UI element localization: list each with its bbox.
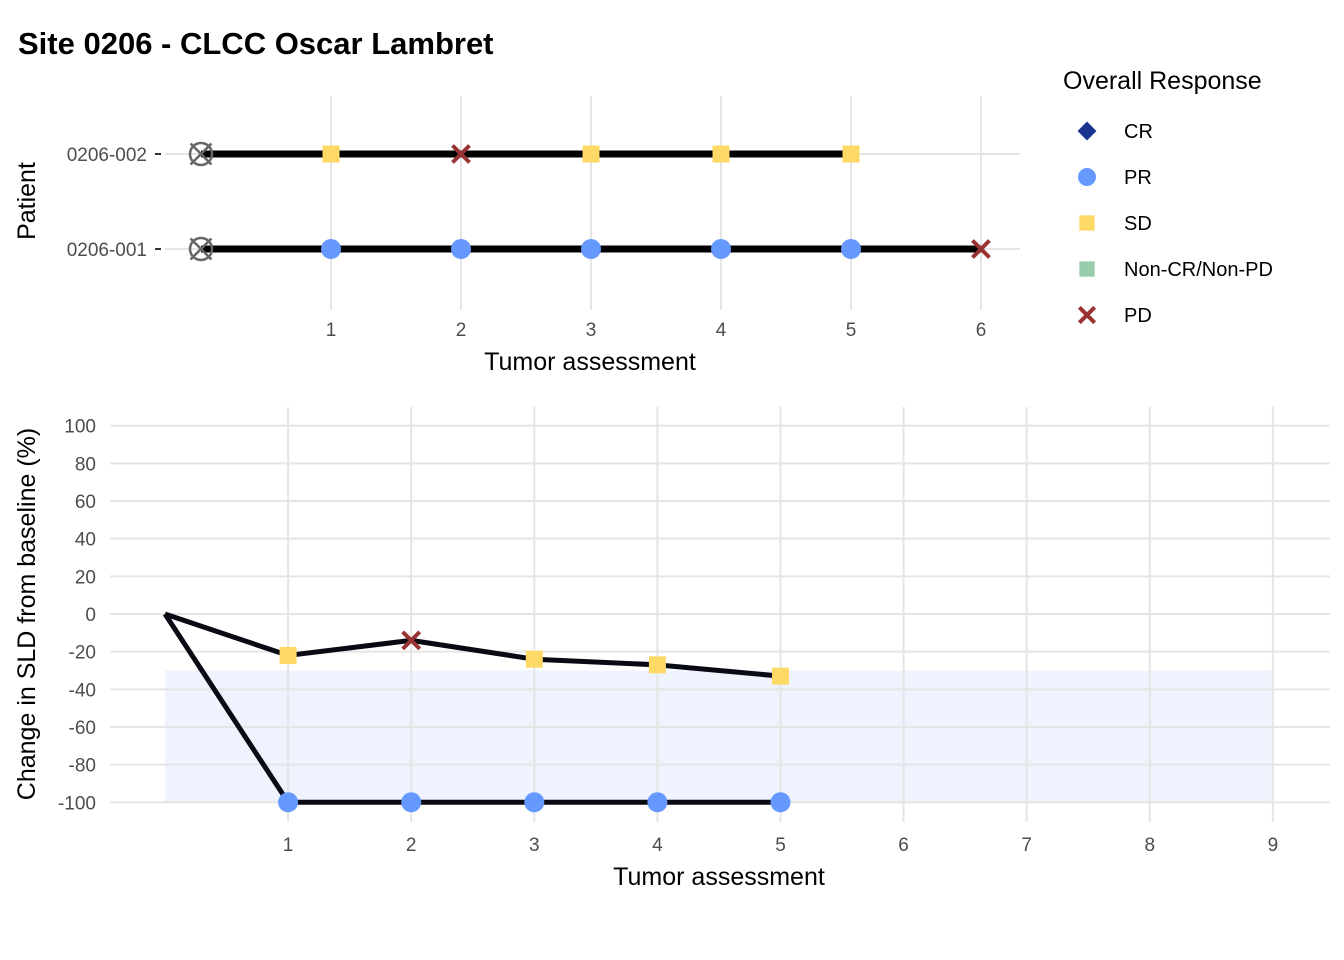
sld-x-tick-label: 9 <box>1268 835 1279 856</box>
sld-y-tick-label: -60 <box>69 718 96 739</box>
swimmer-x-tick-label: 4 <box>716 320 727 341</box>
sld-series-line <box>162 612 781 805</box>
baseline-marker <box>188 236 214 262</box>
sld-point <box>524 792 545 813</box>
swimmer-markers <box>188 141 991 262</box>
swimmer-x-tick-label: 1 <box>326 320 337 341</box>
swimmer-x-tick-label: 5 <box>846 320 857 341</box>
sld-y-tick-label: 60 <box>75 492 96 513</box>
swimmer-point <box>971 239 991 259</box>
sld-x-tick-label: 1 <box>283 835 294 856</box>
swimmer-gridlines <box>165 96 1020 310</box>
sld-x-tick-label: 8 <box>1145 835 1156 856</box>
sld-point <box>401 630 422 651</box>
sld-y-tick-label: 40 <box>75 530 96 551</box>
legend-items: CR PR SD Non-CR/Non-PD PD <box>1077 121 1273 327</box>
sld-point <box>401 792 422 813</box>
sld-point <box>772 667 789 685</box>
legend: Overall Response CR PR SD Non-CR/Non-PD PD <box>1063 67 1273 327</box>
chart-title: Site 0206 - CLCC Oscar Lambret <box>18 26 494 61</box>
sld-markers <box>278 630 791 813</box>
swimmer-x-ticks: 1 2 3 4 5 6 <box>326 320 987 341</box>
sld-point <box>279 646 297 664</box>
legend-key <box>1078 168 1096 186</box>
sld-x-axis-title: Tumor assessment <box>613 863 825 891</box>
swimmer-x-tick-label: 2 <box>456 320 467 341</box>
sld-y-tick-label: 100 <box>64 417 96 438</box>
response-band-rect <box>165 670 1273 803</box>
sld-y-axis-title: Change in SLD from baseline (%) <box>13 428 41 800</box>
sld-y-ticks: 100 80 60 40 20 0 -20 -40 -60 -80 -100 <box>58 417 96 815</box>
sld-x-tick-label: 7 <box>1021 835 1032 856</box>
sld-point <box>648 656 666 674</box>
sld-y-tick-label: 20 <box>75 567 96 588</box>
sld-lines <box>162 611 781 805</box>
swimmer-x-tick-label: 3 <box>586 320 597 341</box>
swimmer-panel: 0206-002 0206-001 1 2 3 4 5 6 Tumor assessment… <box>13 96 1020 376</box>
swimmer-point <box>321 239 341 259</box>
sld-series-line <box>164 611 781 679</box>
legend-label: CR <box>1124 121 1153 143</box>
sld-point <box>525 650 543 668</box>
sld-y-tick-label: -100 <box>58 793 96 814</box>
sld-x-tick-label: 5 <box>775 835 786 856</box>
legend-key <box>1079 215 1095 231</box>
legend-key <box>1079 261 1095 277</box>
swimmer-point <box>451 144 471 164</box>
swimmer-x-tick-label: 6 <box>976 320 987 341</box>
swimmer-y-axis-title: Patient <box>13 162 41 240</box>
sld-y-tick-label: -80 <box>69 756 96 777</box>
sld-x-tick-label: 6 <box>898 835 909 856</box>
swimmer-y-ticks: 0206-002 0206-001 <box>67 145 161 261</box>
swimmer-y-tick-label: 0206-002 <box>67 145 147 166</box>
swimmer-point <box>712 145 730 163</box>
sld-y-tick-label: 80 <box>75 454 96 475</box>
legend-title: Overall Response <box>1063 67 1262 95</box>
swimmer-point <box>582 145 600 163</box>
sld-point <box>278 792 299 813</box>
swimmer-point <box>581 239 601 259</box>
sld-y-tick-label: -20 <box>69 643 96 664</box>
sld-x-tick-label: 2 <box>406 835 417 856</box>
legend-label: SD <box>1124 213 1152 235</box>
legend-key <box>1077 121 1097 141</box>
sld-panel: 100 80 60 40 20 0 -20 -40 -60 -80 -100 1 2 3 4 5 6 7 8 9 T… <box>13 407 1330 891</box>
response-band <box>165 670 1273 803</box>
legend-key <box>1077 305 1097 325</box>
sld-point <box>647 792 668 813</box>
swimmer-point <box>841 239 861 259</box>
sld-x-tick-label: 3 <box>529 835 540 856</box>
sld-y-tick-label: -40 <box>69 680 96 701</box>
sld-x-tick-label: 4 <box>652 835 663 856</box>
sld-point <box>770 792 791 813</box>
swimmer-point <box>322 145 340 163</box>
sld-x-ticks: 1 2 3 4 5 6 7 8 9 <box>283 835 1278 856</box>
baseline-marker <box>188 141 214 167</box>
swimmer-x-axis-title: Tumor assessment <box>484 348 696 376</box>
swimmer-point <box>711 239 731 259</box>
legend-label: Non-CR/Non-PD <box>1124 259 1273 281</box>
swimmer-point <box>842 145 860 163</box>
swimmer-y-tick-label: 0206-001 <box>67 240 147 261</box>
swimmer-point <box>451 239 471 259</box>
legend-label: PD <box>1124 305 1152 327</box>
sld-y-tick-label: 0 <box>85 605 96 626</box>
legend-label: PR <box>1124 167 1152 189</box>
